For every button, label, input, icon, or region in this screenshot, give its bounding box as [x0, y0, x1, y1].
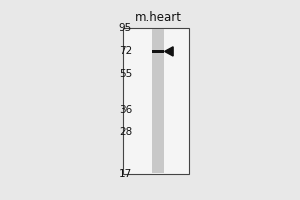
Bar [152, 29, 164, 173]
Bar [152, 50, 164, 53]
Bar [123, 28, 189, 174]
Text: 36: 36 [119, 105, 132, 115]
Text: 55: 55 [119, 69, 132, 79]
Text: 17: 17 [119, 169, 132, 179]
Text: 95: 95 [119, 23, 132, 33]
Polygon shape [165, 47, 173, 56]
Text: 28: 28 [119, 127, 132, 137]
Text: 72: 72 [119, 46, 132, 56]
Text: m.heart: m.heart [134, 11, 182, 24]
